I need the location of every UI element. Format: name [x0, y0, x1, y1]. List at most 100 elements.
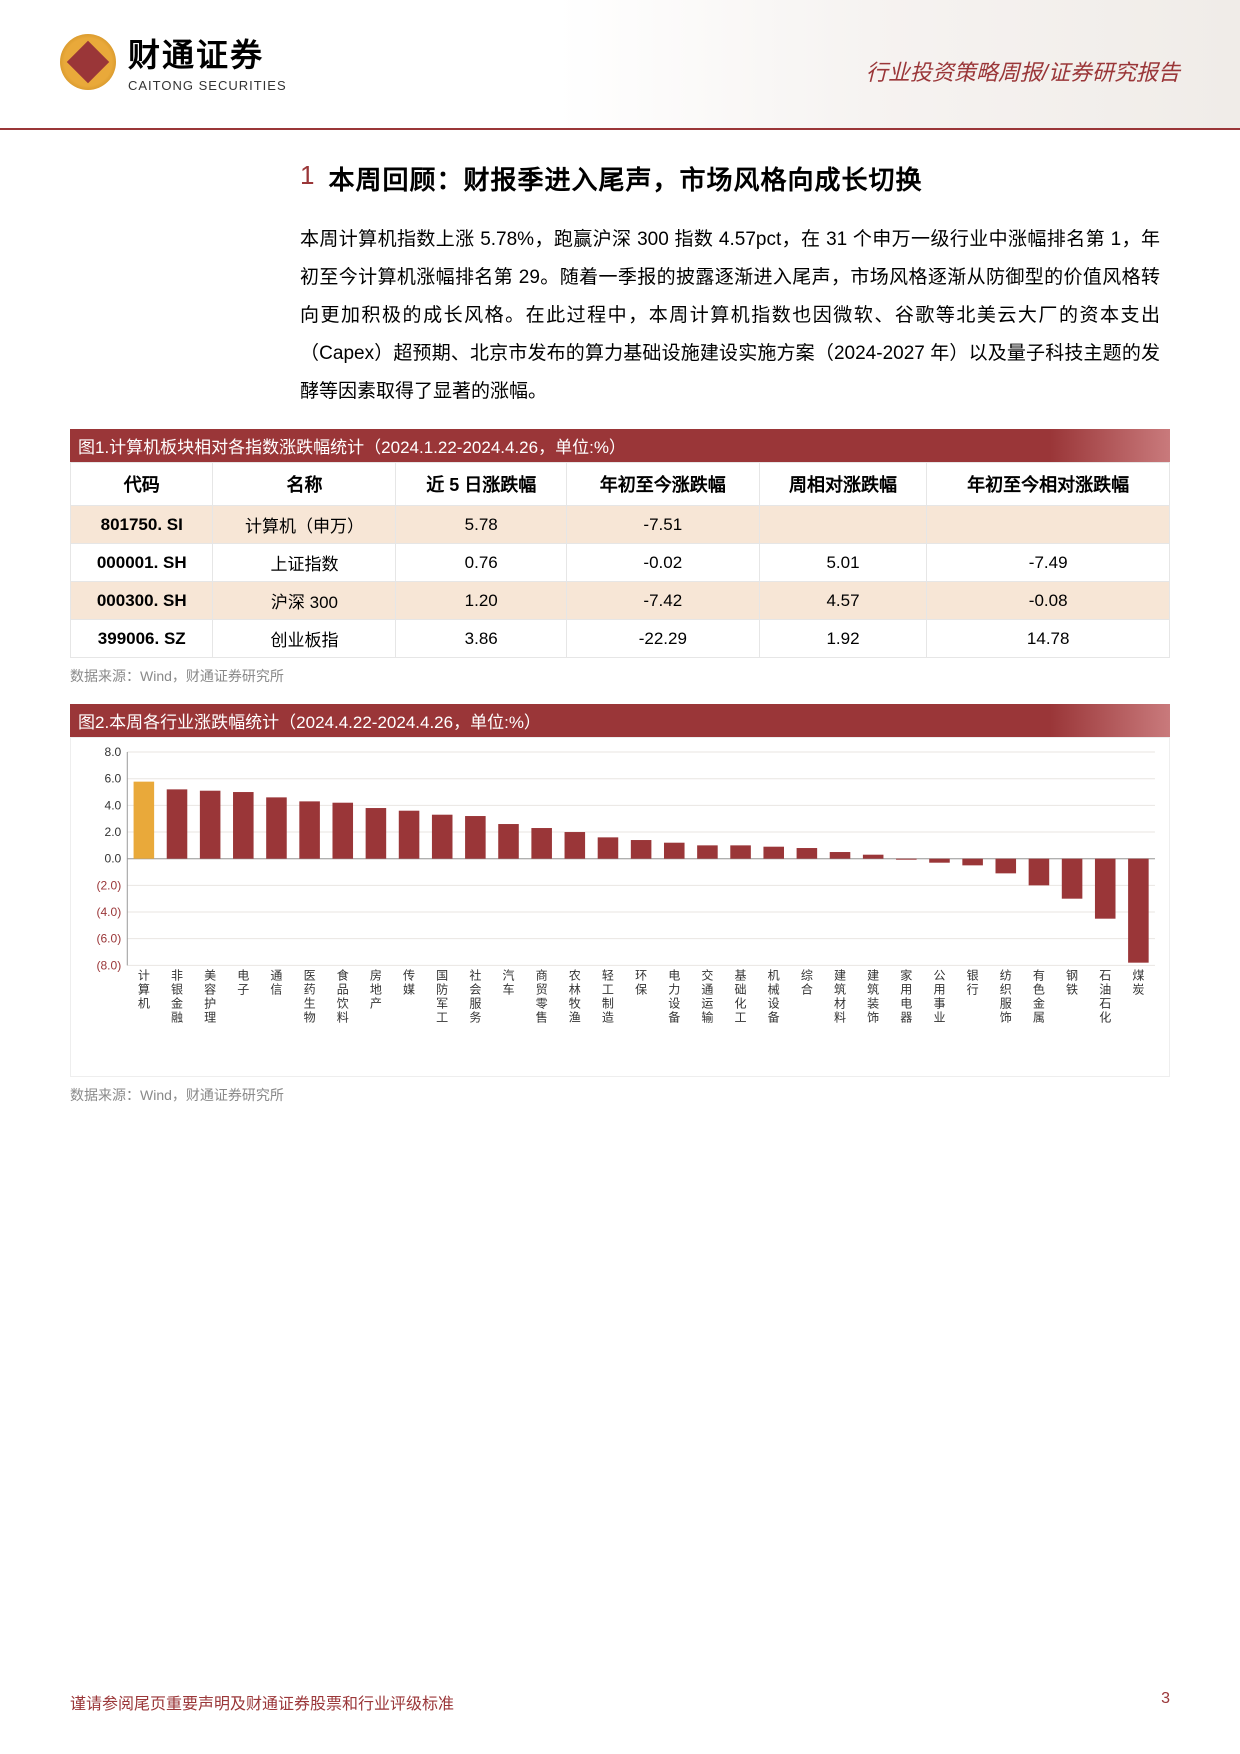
svg-text:煤: 煤 — [1132, 968, 1144, 982]
svg-text:(6.0): (6.0) — [96, 932, 121, 946]
table-cell: 沪深 300 — [213, 582, 396, 620]
svg-text:行: 行 — [967, 983, 979, 997]
table-cell — [759, 506, 927, 544]
svg-text:8.0: 8.0 — [104, 745, 121, 759]
svg-text:筑: 筑 — [867, 982, 879, 997]
table-header-cell: 代码 — [71, 463, 213, 506]
svg-text:设: 设 — [768, 997, 780, 1011]
figure2-title-text: 图2.本周各行业涨跌幅统计（2024.4.22-2024.4.26，单位:%） — [78, 713, 541, 732]
svg-text:属: 属 — [1033, 1011, 1045, 1025]
table-cell: -22.29 — [566, 620, 759, 658]
svg-text:银: 银 — [967, 968, 979, 982]
svg-text:设: 设 — [668, 997, 680, 1011]
svg-text:防: 防 — [436, 982, 448, 997]
figure2-chart: 8.06.04.02.00.0(2.0)(4.0)(6.0)(8.0)计算机非银… — [70, 737, 1170, 1077]
svg-text:社: 社 — [469, 967, 481, 982]
figure1-table: 代码名称近 5 日涨跌幅年初至今涨跌幅周相对涨跌幅年初至今相对涨跌幅 80175… — [70, 462, 1170, 658]
svg-text:农: 农 — [569, 968, 581, 982]
table-cell: 1.92 — [759, 620, 927, 658]
svg-text:护: 护 — [204, 997, 216, 1011]
svg-text:物: 物 — [304, 1011, 316, 1025]
svg-text:非: 非 — [171, 968, 183, 982]
company-name-cn: 财通证券 — [128, 30, 287, 76]
svg-text:军: 军 — [436, 997, 448, 1011]
table-cell: -0.02 — [566, 544, 759, 582]
svg-text:(2.0): (2.0) — [96, 878, 121, 892]
table-cell: -7.49 — [927, 544, 1170, 582]
svg-text:色: 色 — [1033, 983, 1045, 997]
table-cell: 5.78 — [396, 506, 567, 544]
page-number: 3 — [1161, 1690, 1170, 1714]
figure1-title: 图1.计算机板块相对各指数涨跌幅统计（2024.1.22-2024.4.26，单… — [70, 429, 1170, 462]
svg-text:器: 器 — [900, 1011, 912, 1025]
svg-text:料: 料 — [834, 1011, 846, 1025]
svg-text:美: 美 — [204, 968, 216, 982]
svg-text:合: 合 — [801, 982, 813, 997]
svg-text:品: 品 — [337, 983, 349, 997]
svg-text:医: 医 — [304, 968, 316, 982]
table-header-cell: 近 5 日涨跌幅 — [396, 463, 567, 506]
svg-text:汽: 汽 — [502, 967, 514, 982]
figure2-title: 图2.本周各行业涨跌幅统计（2024.4.22-2024.4.26，单位:%） — [70, 704, 1170, 737]
svg-text:础: 础 — [735, 983, 747, 997]
figure1-title-text: 图1.计算机板块相对各指数涨跌幅统计（2024.1.22-2024.4.26，单… — [78, 438, 626, 457]
svg-text:事: 事 — [933, 997, 945, 1011]
svg-text:工: 工 — [735, 1011, 747, 1025]
svg-text:牧: 牧 — [569, 997, 581, 1011]
svg-text:传: 传 — [403, 967, 415, 982]
svg-text:化: 化 — [735, 997, 747, 1011]
svg-text:工: 工 — [436, 1011, 448, 1025]
section-title: 本周回顾：财报季进入尾声，市场风格向成长切换 — [328, 160, 922, 197]
table-cell: 0.76 — [396, 544, 567, 582]
svg-text:环: 环 — [635, 968, 647, 982]
svg-text:家: 家 — [900, 967, 912, 982]
section-number: 1 — [300, 160, 314, 191]
svg-text:生: 生 — [304, 997, 316, 1011]
svg-text:有: 有 — [1033, 968, 1045, 982]
table-cell: 000300. SH — [71, 582, 213, 620]
svg-text:务: 务 — [469, 1010, 481, 1025]
svg-text:服: 服 — [1000, 997, 1012, 1011]
svg-text:炭: 炭 — [1132, 983, 1144, 997]
svg-text:制: 制 — [602, 997, 614, 1011]
svg-text:计: 计 — [138, 968, 150, 982]
company-name-en: CAITONG SECURITIES — [128, 78, 287, 93]
table-cell: 1.20 — [396, 582, 567, 620]
svg-text:(8.0): (8.0) — [96, 958, 121, 972]
svg-text:用: 用 — [933, 983, 945, 997]
svg-text:算: 算 — [138, 982, 150, 997]
svg-text:产: 产 — [370, 997, 382, 1011]
svg-text:用: 用 — [900, 983, 912, 997]
table-cell — [927, 506, 1170, 544]
svg-text:钢: 钢 — [1066, 968, 1078, 982]
table-header-row: 代码名称近 5 日涨跌幅年初至今涨跌幅周相对涨跌幅年初至今相对涨跌幅 — [71, 463, 1170, 506]
table-header-cell: 周相对涨跌幅 — [759, 463, 927, 506]
svg-text:机: 机 — [138, 997, 150, 1011]
page-body: 1 本周回顾：财报季进入尾声，市场风格向成长切换 本周计算机指数上涨 5.78%… — [0, 130, 1240, 1105]
svg-text:轻: 轻 — [602, 968, 614, 982]
svg-text:金: 金 — [171, 996, 183, 1011]
svg-text:油: 油 — [1099, 983, 1111, 997]
svg-text:4.0: 4.0 — [104, 798, 121, 812]
table-row: 000001. SH上证指数0.76-0.025.01-7.49 — [71, 544, 1170, 582]
svg-text:(4.0): (4.0) — [96, 905, 121, 919]
svg-text:石: 石 — [1099, 968, 1111, 982]
table-cell: -0.08 — [927, 582, 1170, 620]
svg-text:零: 零 — [536, 997, 548, 1011]
svg-text:输: 输 — [701, 1010, 713, 1025]
svg-text:车: 车 — [502, 982, 514, 997]
svg-text:融: 融 — [171, 1011, 183, 1025]
table-cell: 000001. SH — [71, 544, 213, 582]
svg-text:渔: 渔 — [569, 1011, 581, 1025]
svg-text:金: 金 — [1033, 996, 1045, 1011]
svg-text:基: 基 — [735, 968, 747, 982]
svg-text:2.0: 2.0 — [104, 825, 121, 839]
svg-text:交: 交 — [701, 967, 713, 982]
svg-text:贸: 贸 — [536, 983, 548, 997]
page-header: 财通证券 CAITONG SECURITIES 行业投资策略周报/证券研究报告 — [0, 0, 1240, 130]
svg-text:备: 备 — [668, 1011, 680, 1025]
table-row: 801750. SI计算机（申万）5.78-7.51 — [71, 506, 1170, 544]
svg-text:服: 服 — [469, 997, 481, 1011]
svg-text:力: 力 — [668, 983, 680, 997]
bar-chart-svg: 8.06.04.02.00.0(2.0)(4.0)(6.0)(8.0)计算机非银… — [77, 744, 1163, 1076]
